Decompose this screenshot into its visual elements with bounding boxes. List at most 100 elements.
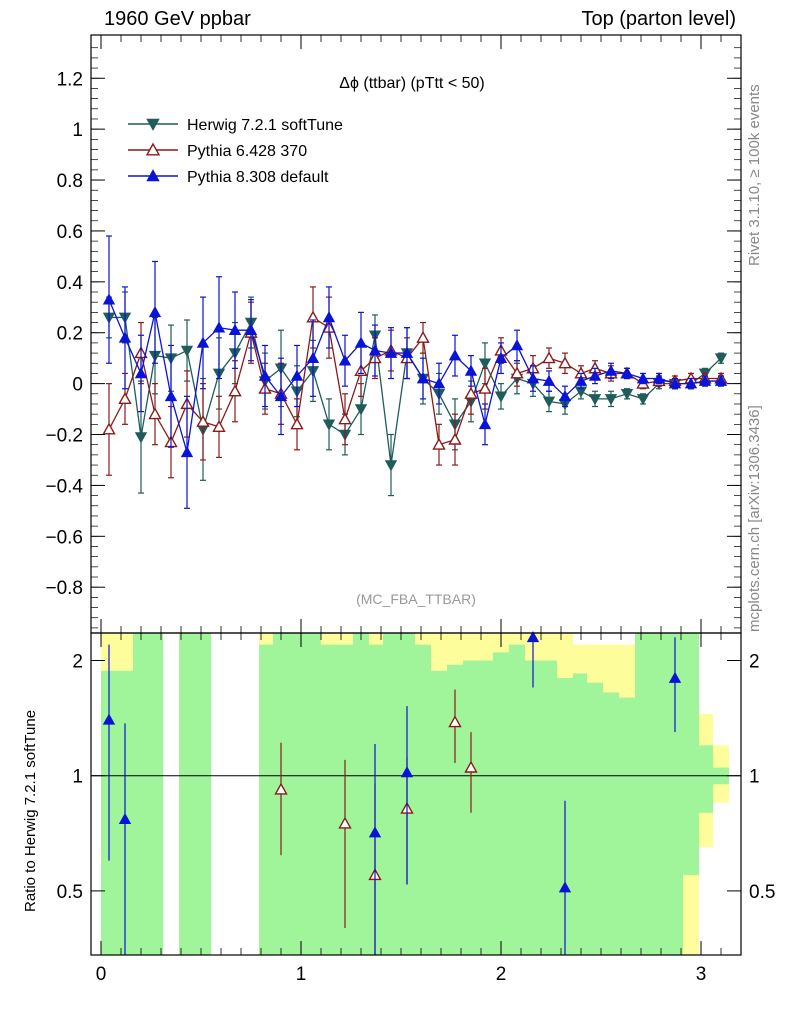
y-tick-label-right: 2 [749,652,760,673]
data-point [588,394,602,406]
ratio-band-inner [651,633,667,955]
data-point [636,372,650,384]
data-point [636,394,650,406]
ratio-band-inner [179,633,195,955]
data-point [604,364,618,376]
data-point [558,356,572,369]
y-tick-label: 0 [72,375,83,396]
header-right-label: Top (parton level) [581,8,736,30]
data-point [494,391,508,403]
ratio-band-inner [133,633,149,955]
data-point [558,390,572,402]
legend-marker-0 [146,118,160,131]
ratio-band-inner [447,664,463,955]
ratio-band-inner [541,660,557,955]
ratio-band-inner [619,697,635,955]
ratio-band-inner [289,633,305,955]
x-tick-label: 2 [496,964,507,985]
y-tick-label: 2 [72,652,83,673]
y-tick-label: 0.4 [57,273,84,294]
y-tick-label: 0.5 [57,882,83,903]
data-point [290,369,304,381]
data-point [542,374,556,386]
ratio-point [118,812,132,824]
data-point [306,351,320,363]
data-point [526,372,540,384]
analysis-id-label: (MC_FBA_TTBAR) [356,591,476,607]
ratio-band-inner [573,673,587,955]
ratio-band-inner [149,633,163,955]
ratio-point [526,630,540,643]
header-left-label: 1960 GeV ppbar [104,8,251,30]
ratio-band-inner [415,644,431,955]
data-point [698,374,712,386]
ratio-band-inner [383,633,399,955]
data-point [338,354,352,366]
ratio-band-inner [259,644,273,955]
legend-label-1: Pythia 6.428 370 [187,143,307,160]
data-point [494,351,508,363]
data-point [384,346,398,358]
data-point [322,419,336,431]
data-point [416,330,430,343]
y-tick-label-right: 1 [749,767,760,788]
data-point [464,364,478,376]
data-point [228,323,242,335]
data-point [604,394,618,406]
data-point [432,377,446,389]
data-point [448,349,462,361]
y-tick-label: 0.2 [57,324,83,345]
data-point [714,353,728,365]
y-tick-label: 1 [72,767,83,788]
data-point [354,336,368,348]
y-tick-label: 0.8 [57,171,83,192]
y-tick-label-right: 0.5 [749,882,775,903]
data-point [574,374,588,386]
data-point [134,367,148,379]
ratio-band-inner [509,644,525,955]
ratio-point [668,671,682,683]
data-point [118,391,132,404]
y-tick-label: 0.6 [57,222,83,243]
ratio-band-inner [699,745,713,813]
data-point [228,384,242,397]
series-line-1 [108,316,721,446]
ratio-band-inner [463,660,477,955]
data-point [274,390,288,402]
ratio-band-inner [477,660,493,955]
data-point [588,369,602,381]
data-point [668,377,682,389]
main-plot-title: Δϕ (ttbar) (pTtt < 50) [339,75,484,92]
legend-marker-2 [146,169,160,182]
y-tick-label: −0.4 [45,476,83,497]
data-point [620,367,634,379]
data-point [684,377,698,389]
data-point [148,407,162,420]
data-point [148,306,162,318]
data-point [620,388,634,401]
data-point [478,381,492,394]
data-point [416,372,430,384]
x-tick-label: 0 [96,964,107,985]
y-tick-label: 1 [72,120,83,141]
data-point [510,366,524,379]
legend-marker-1 [145,142,161,156]
data-point [102,422,116,435]
x-tick-label: 1 [296,964,307,985]
data-point [164,390,178,402]
ratio-band-inner [353,633,369,955]
ratio-point [464,760,478,773]
ratio-band-inner [587,682,603,955]
ratio-band-inner [603,692,619,955]
data-point [244,323,258,335]
data-point [290,417,304,430]
ratio-point [274,782,288,795]
data-point [180,345,194,357]
data-point [448,432,462,445]
data-point [212,419,226,432]
y-tick-label: −0.2 [45,426,83,447]
data-point [338,412,352,425]
data-point [652,372,666,384]
data-point [212,321,226,333]
